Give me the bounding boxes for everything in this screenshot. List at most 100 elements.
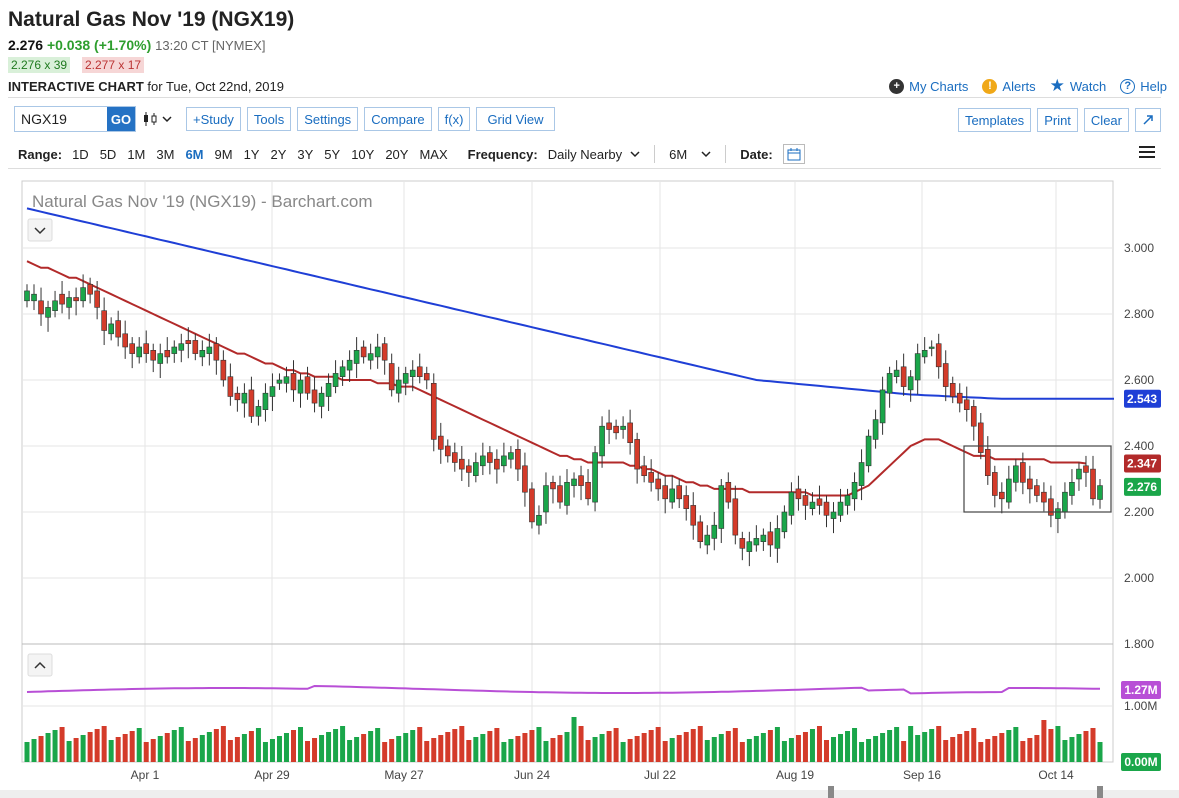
candle-body xyxy=(1097,485,1103,500)
volume-bar xyxy=(143,742,149,762)
volume-bar xyxy=(319,735,325,762)
volume-bar xyxy=(606,731,612,762)
volume-bar xyxy=(199,735,205,762)
candle-body xyxy=(830,511,837,519)
volume-bar xyxy=(1076,734,1082,762)
range-option-10y[interactable]: 10Y xyxy=(351,146,375,162)
range-option-9m[interactable]: 9M xyxy=(214,146,233,162)
candle-body xyxy=(276,379,283,384)
price-chart[interactable]: 3.000 2.800 2.600 2.400 2.200 2.000 1.800 Apr 1… xyxy=(0,178,1179,798)
volume-bar xyxy=(1034,735,1040,762)
volume-bar xyxy=(1006,730,1012,762)
x-tick-label: Apr 29 xyxy=(254,768,290,782)
menu-button[interactable] xyxy=(1139,145,1155,164)
volume-bar xyxy=(620,742,626,762)
volume-bar xyxy=(880,733,886,762)
range-option-max[interactable]: MAX xyxy=(419,146,448,162)
volume-bar xyxy=(59,727,65,762)
frequency-dropdown[interactable]: Daily Nearby xyxy=(548,147,640,162)
watch-link[interactable]: ★ Watch xyxy=(1050,76,1107,96)
volume-bar xyxy=(529,730,535,762)
expand-arrow-icon xyxy=(1143,115,1153,125)
volume-bar xyxy=(557,735,563,762)
x-tick-label: Oct 14 xyxy=(1038,768,1074,782)
symbol-input[interactable]: NGX19 xyxy=(21,111,67,127)
range-option-5d[interactable]: 5D xyxy=(99,146,117,162)
compare-button[interactable]: Compare xyxy=(364,107,432,131)
calendar-button[interactable] xyxy=(782,144,805,164)
plus-circle-icon: + xyxy=(889,78,905,94)
volume-bar xyxy=(368,731,374,762)
volume-bar xyxy=(536,727,542,762)
help-link[interactable]: ? Help xyxy=(1120,78,1167,94)
range-option-2y[interactable]: 2Y xyxy=(270,146,287,162)
candle-body xyxy=(66,297,72,308)
volume-bar xyxy=(213,729,219,762)
chart-type-dropdown[interactable] xyxy=(142,111,172,127)
candle-body xyxy=(325,383,332,397)
volume-bar xyxy=(936,726,942,762)
candle-body xyxy=(599,425,605,457)
range-option-6m[interactable]: 6M xyxy=(185,146,204,162)
alerts-link[interactable]: ! Alerts xyxy=(982,78,1036,94)
candle-body xyxy=(164,350,171,358)
volume-bar xyxy=(1013,727,1019,762)
templates-button[interactable]: Templates xyxy=(957,108,1032,132)
volume-bar xyxy=(438,735,444,762)
range-option-1d[interactable]: 1D xyxy=(72,146,89,162)
range-option-5y[interactable]: 5Y xyxy=(324,146,341,162)
volume-bar xyxy=(480,734,486,762)
candle-body xyxy=(627,422,633,443)
volume-bar xyxy=(87,732,93,762)
candle-body xyxy=(374,346,381,358)
study-button[interactable]: +Study xyxy=(186,107,241,131)
volume-bar xyxy=(283,733,289,762)
range-option-3m[interactable]: 3M xyxy=(156,146,175,162)
settings-button[interactable]: Settings xyxy=(297,107,359,131)
volume-bar xyxy=(894,727,900,762)
range-option-1m[interactable]: 1M xyxy=(127,146,146,162)
clear-button[interactable]: Clear xyxy=(1083,108,1129,132)
candle-body xyxy=(199,350,206,358)
candle-body xyxy=(739,538,746,549)
candle-body xyxy=(73,297,79,302)
navigator-strip xyxy=(0,790,1179,798)
date-label: Date: xyxy=(740,146,773,162)
candle-body xyxy=(816,498,823,506)
tools-button[interactable]: Tools xyxy=(246,107,292,131)
candle-body xyxy=(963,399,970,411)
candle-body xyxy=(641,465,647,476)
candle-body xyxy=(367,353,374,361)
candle-body xyxy=(992,472,998,496)
go-button[interactable]: GO xyxy=(107,107,135,131)
expand-button[interactable] xyxy=(1135,108,1161,132)
volume-bar xyxy=(171,730,177,762)
candle-body xyxy=(87,284,93,295)
grid-view-button[interactable]: Grid View xyxy=(476,107,555,131)
volume-bar xyxy=(866,739,872,762)
candle-body xyxy=(578,475,584,486)
volume-bar xyxy=(971,728,977,762)
period-dropdown[interactable]: 6M xyxy=(669,147,711,162)
open-interest-line xyxy=(26,684,1101,695)
volume-bar xyxy=(1041,720,1047,762)
print-button[interactable]: Print xyxy=(1037,108,1078,132)
candle-body xyxy=(255,406,262,417)
oi-label-bg xyxy=(1121,681,1161,699)
y-tick-label: 2.600 xyxy=(1124,373,1154,387)
volume-bar xyxy=(305,741,311,762)
candle-body xyxy=(746,541,753,552)
my-charts-link[interactable]: + My Charts xyxy=(889,78,968,94)
candle-body xyxy=(501,455,507,467)
watch-label: Watch xyxy=(1069,78,1107,94)
range-option-1y[interactable]: 1Y xyxy=(243,146,260,162)
fx-button[interactable]: f(x) xyxy=(437,107,471,131)
volume-bar xyxy=(45,733,51,762)
candle-body xyxy=(388,363,395,391)
range-option-3y[interactable]: 3Y xyxy=(297,146,314,162)
range-bar: Range: 1D 5D 1M 3M 6M 9M 1Y 2Y 3Y 5Y 10Y 20Y MAX Fre… xyxy=(18,144,805,164)
candle-body xyxy=(914,353,921,381)
volume-bar xyxy=(859,742,865,762)
candle-body xyxy=(571,478,577,486)
range-option-20y[interactable]: 20Y xyxy=(385,146,409,162)
